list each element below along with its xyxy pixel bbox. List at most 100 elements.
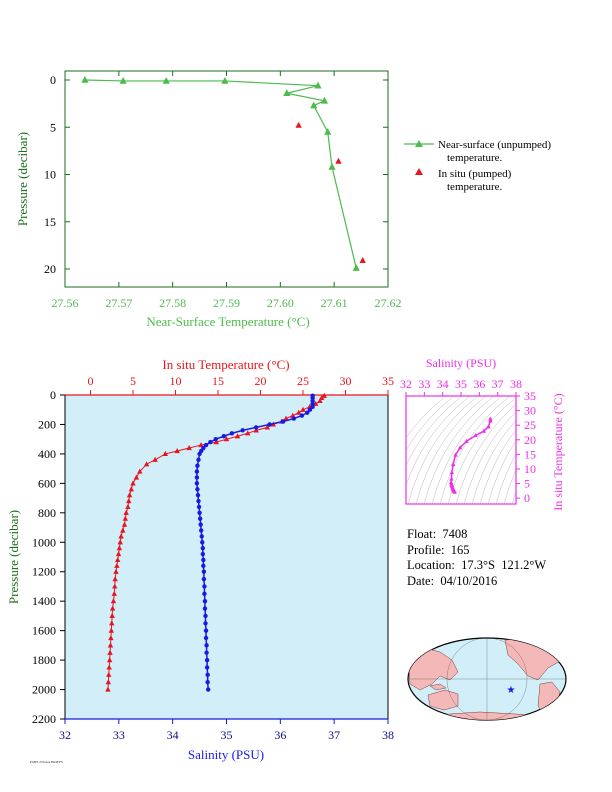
float-location: Location: 17.3°S 121.2°W xyxy=(407,558,547,572)
salinity-point xyxy=(203,628,209,633)
temperature-point xyxy=(108,635,114,641)
pressure-tick-label: 1000 xyxy=(32,535,56,549)
salinity-point xyxy=(203,442,209,448)
density-contour xyxy=(406,396,471,486)
density-contour xyxy=(455,404,516,504)
top-x-tick-labels: 27.56 27.57 27.58 27.59 27.60 27.61 27.62 xyxy=(52,71,402,310)
temperature-point xyxy=(137,468,143,474)
salinity-point xyxy=(198,528,204,533)
pressure-tick-label: 800 xyxy=(38,506,56,520)
land-australia xyxy=(427,689,459,711)
top-x-tick-label: 27.60 xyxy=(267,296,294,310)
density-contour xyxy=(406,396,447,439)
temperature-point xyxy=(106,664,112,670)
ts-point xyxy=(481,428,487,433)
temperature-point xyxy=(162,450,168,457)
pressure-tick-label: 400 xyxy=(38,447,56,461)
salinity-tick-label: 34 xyxy=(167,728,179,742)
footer-tiny-credit: PMEL/NOAA BRIEFS xyxy=(30,760,63,764)
density-contour xyxy=(471,419,516,504)
salinity-point xyxy=(202,598,208,604)
ts-point xyxy=(488,416,493,421)
temperature-point xyxy=(120,527,126,533)
temperature-point xyxy=(116,545,123,551)
temperature-point xyxy=(113,568,119,574)
salinity-point xyxy=(201,563,206,569)
land-antarctica xyxy=(419,711,551,720)
temperature-point xyxy=(133,474,140,480)
pressure-tick-label: 2200 xyxy=(32,712,56,726)
salinity-point xyxy=(208,439,213,445)
map-graticule xyxy=(408,637,566,721)
ts-salinity-axis-label: Salinity (PSU) xyxy=(426,356,496,370)
temperature-point xyxy=(234,433,241,439)
top-y-tick-label: 0 xyxy=(50,73,56,87)
density-contour xyxy=(415,396,487,504)
legend-label-in-situ-line2: temperature. xyxy=(447,181,503,193)
near-surface-point xyxy=(119,76,127,84)
near-surface-point xyxy=(324,127,332,135)
ts-salinity-tick-label: 35 xyxy=(455,377,467,391)
top-x-tick-label: 27.58 xyxy=(159,296,186,310)
temperature-point xyxy=(109,620,115,626)
salinity-axis-label: Salinity (PSU) xyxy=(188,747,264,762)
ts-point xyxy=(448,480,454,485)
pressure-tick-label: 1600 xyxy=(32,624,56,638)
salinity-point xyxy=(203,613,208,619)
land-asia xyxy=(408,647,459,691)
near-surface-point xyxy=(314,81,322,89)
temperature-point xyxy=(108,627,115,633)
salinity-point xyxy=(291,416,296,421)
temperature-point xyxy=(121,521,128,527)
ts-point xyxy=(488,418,493,423)
legend-label-near-surface-line1: Near-surface (unpumped) xyxy=(438,139,551,151)
temperature-tick-labels: 0 5 10 15 20 25 30 35 xyxy=(88,374,394,395)
salinity-point xyxy=(229,431,235,436)
density-contour xyxy=(495,453,516,504)
land-islands xyxy=(429,683,447,691)
ts-point xyxy=(457,445,463,450)
near-surface-point xyxy=(162,76,170,84)
salinity-point xyxy=(213,436,218,442)
temperature-point xyxy=(107,649,113,655)
salinity-point xyxy=(194,481,200,486)
salinity-point xyxy=(240,428,245,433)
ts-salinity-tick-label: 37 xyxy=(492,377,504,391)
salinity-point xyxy=(197,451,202,457)
salinity-point xyxy=(200,551,206,557)
salinity-point xyxy=(205,679,210,685)
near-surface-point xyxy=(81,76,89,83)
top-plot-frame xyxy=(64,70,389,288)
legend-marker-near-surface xyxy=(415,140,423,147)
salinity-point xyxy=(205,687,211,692)
density-contour xyxy=(511,490,516,504)
salinity-point xyxy=(204,650,209,655)
top-x-tick-label: 27.59 xyxy=(213,296,240,310)
in-situ-point xyxy=(359,256,366,263)
temperature-point xyxy=(106,671,112,677)
density-contour xyxy=(431,396,503,504)
salinity-point xyxy=(197,516,203,521)
temperature-point xyxy=(118,533,124,539)
salinity-point xyxy=(307,407,313,412)
pressure-tick-label: 1800 xyxy=(32,653,56,667)
salinity-point xyxy=(310,404,315,409)
temperature-point xyxy=(117,539,123,545)
temperature-point xyxy=(112,583,118,589)
density-contour xyxy=(406,396,463,467)
salinity-point xyxy=(202,591,207,597)
ts-salinity-tick-label: 33 xyxy=(418,377,430,391)
temperature-point xyxy=(125,503,131,510)
temperature-tick-label: 0 xyxy=(88,374,94,388)
top-x-tick-label: 27.62 xyxy=(375,296,402,310)
top-y-tick-label: 20 xyxy=(44,262,56,276)
pressure-axis-label: Pressure (decibar) xyxy=(6,510,21,604)
ts-point xyxy=(464,438,469,443)
top-x-tick-label: 27.56 xyxy=(52,296,79,310)
salinity-point xyxy=(198,522,203,527)
salinity-point xyxy=(196,457,201,462)
temperature-point xyxy=(296,409,302,415)
legend-label-in-situ-line1: In situ (pumped) xyxy=(438,168,512,180)
